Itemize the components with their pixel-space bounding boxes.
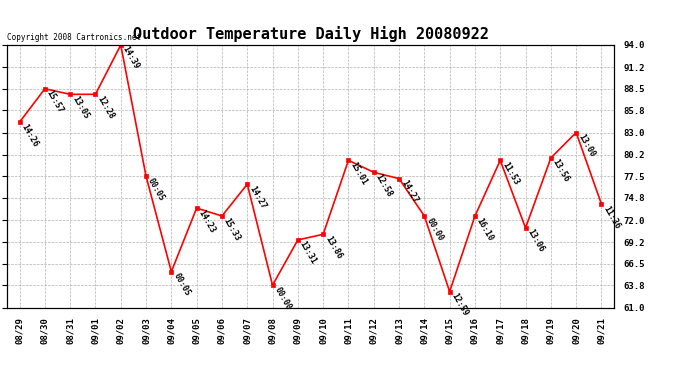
- Text: 12:59: 12:59: [450, 292, 470, 318]
- Text: 12:58: 12:58: [374, 172, 394, 198]
- Text: 13:56: 13:56: [551, 158, 571, 184]
- Text: 14:27: 14:27: [399, 178, 420, 205]
- Text: 14:23: 14:23: [197, 208, 217, 234]
- Text: 16:10: 16:10: [475, 216, 495, 242]
- Text: 00:05: 00:05: [171, 272, 192, 298]
- Text: 15:57: 15:57: [45, 89, 65, 115]
- Title: Outdoor Temperature Daily High 20080922: Outdoor Temperature Daily High 20080922: [132, 27, 489, 42]
- Text: 15:01: 15:01: [348, 160, 368, 186]
- Text: 00:00: 00:00: [273, 285, 293, 311]
- Text: 13:86: 13:86: [323, 234, 344, 261]
- Text: 14:39: 14:39: [121, 45, 141, 71]
- Text: 13:31: 13:31: [298, 240, 318, 266]
- Text: 14:26: 14:26: [19, 122, 40, 148]
- Text: 11:53: 11:53: [500, 160, 520, 186]
- Text: Copyright 2008 Cartronics.net: Copyright 2008 Cartronics.net: [7, 33, 141, 42]
- Text: 00:05: 00:05: [146, 176, 166, 203]
- Text: 13:06: 13:06: [526, 228, 546, 254]
- Text: 13:05: 13:05: [70, 94, 90, 120]
- Text: 11:36: 11:36: [602, 204, 622, 230]
- Text: 00:00: 00:00: [424, 216, 444, 242]
- Text: 13:00: 13:00: [576, 132, 596, 159]
- Text: 14:27: 14:27: [247, 184, 268, 210]
- Text: 12:28: 12:28: [95, 94, 116, 120]
- Text: 15:33: 15:33: [222, 216, 242, 242]
